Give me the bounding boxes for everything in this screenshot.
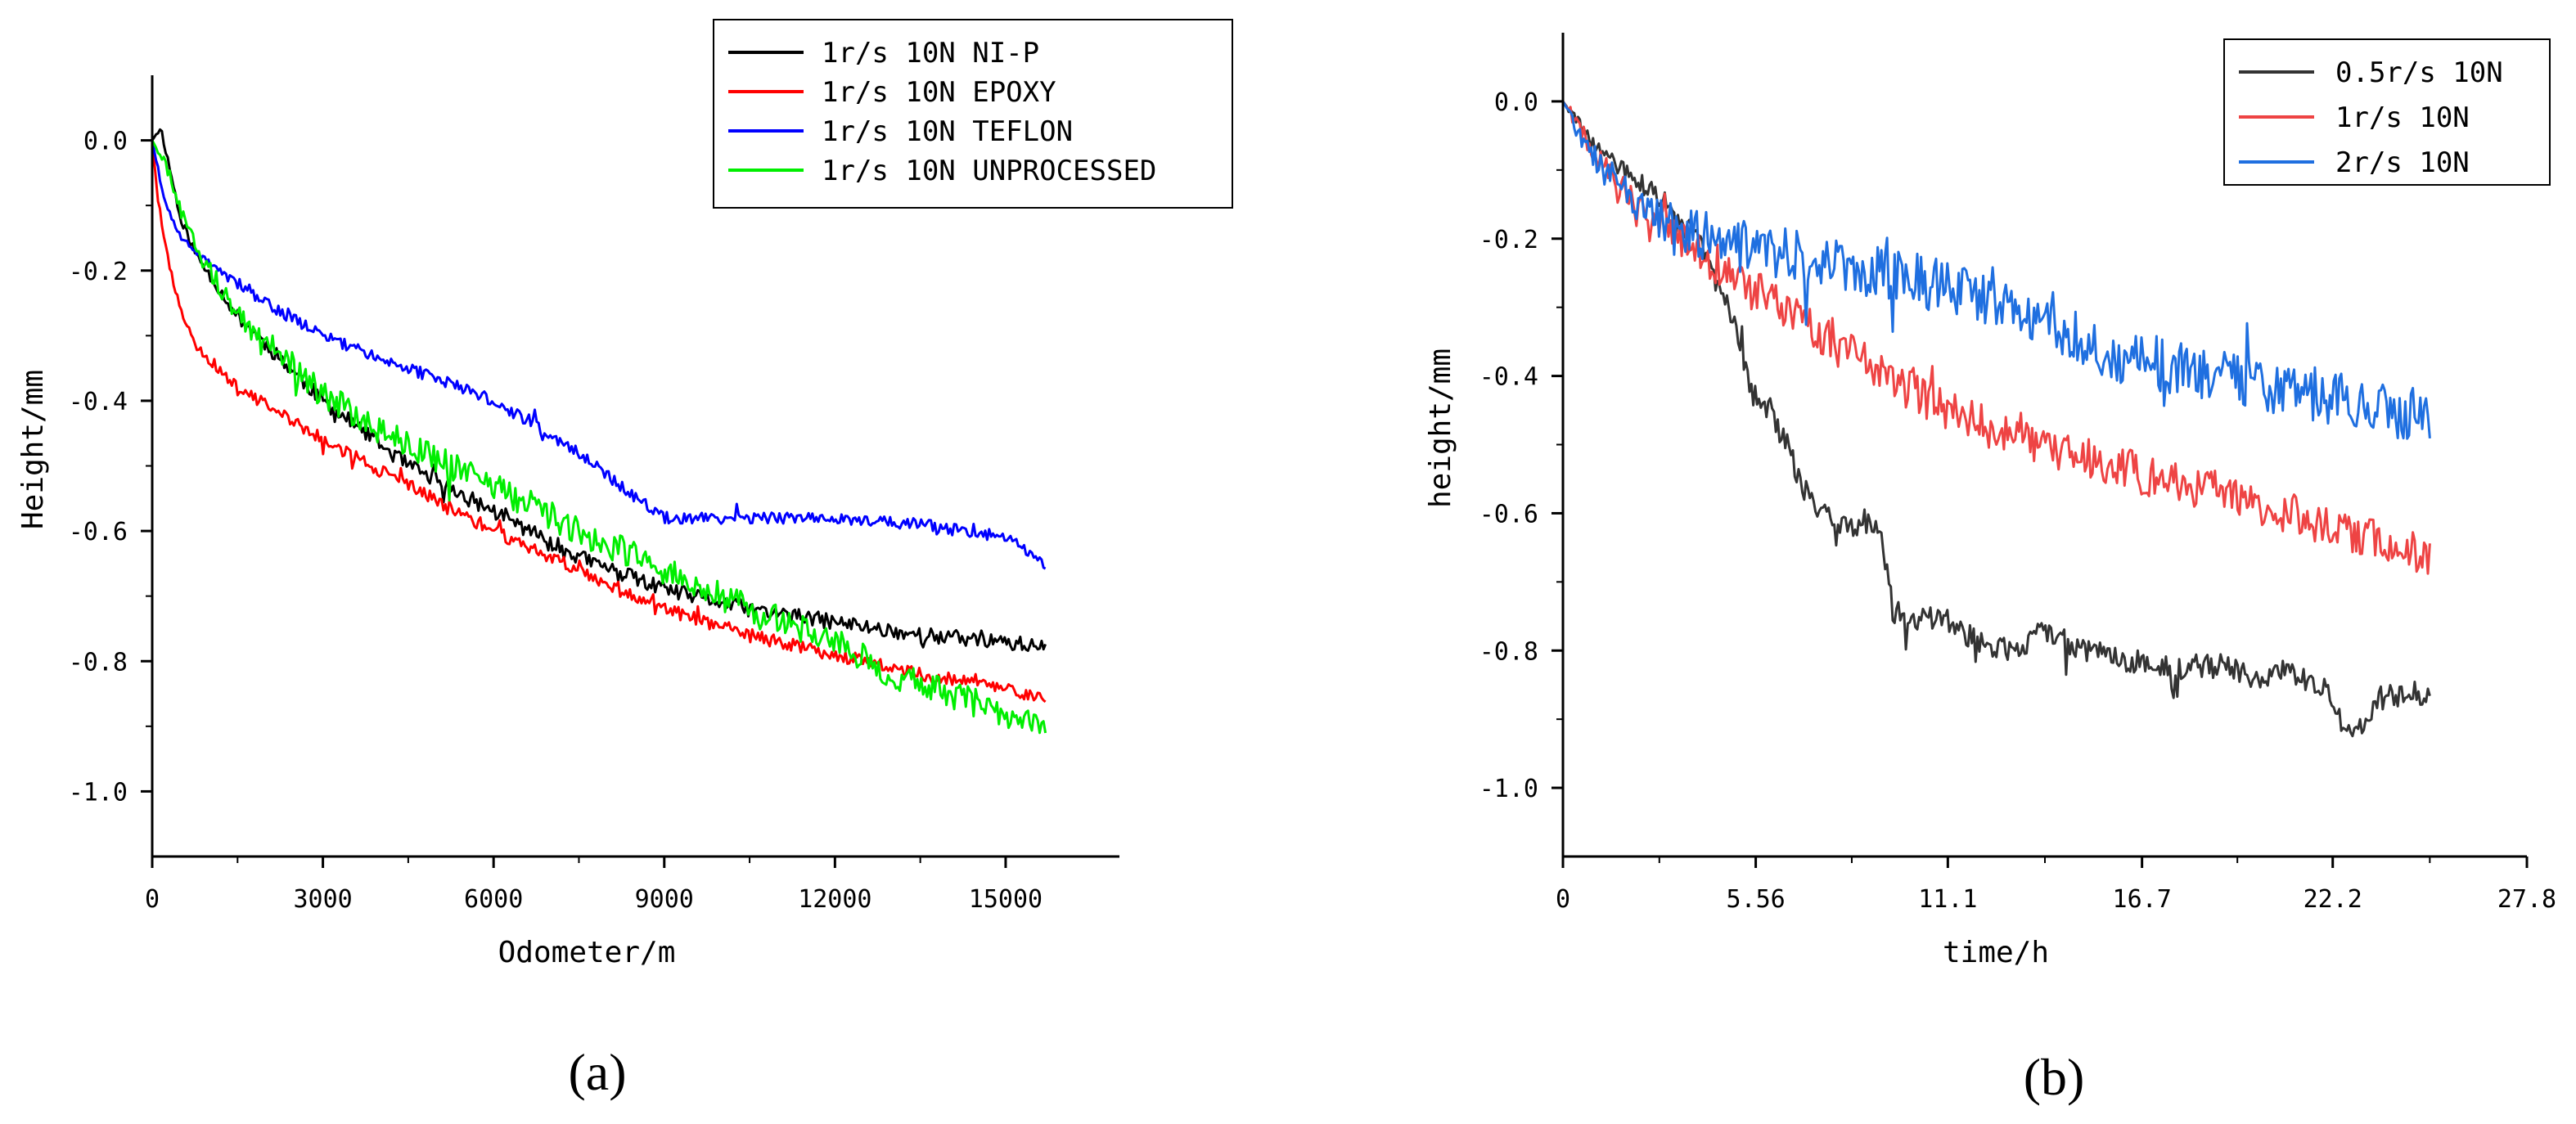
y-tick-label: -0.2 (69, 258, 128, 286)
legend-label-2: 1r/s 10N (2335, 101, 2470, 134)
chart-b: 0 5.56 11.1 16.7 22.2 27.8 -1.0 -0.8 -0.6 -0.4 -0.… (1424, 33, 2556, 1106)
legend: 0.5r/s 10N 1r/s 10N 2r/s 10N (2223, 38, 2551, 186)
series-line-3 (151, 140, 1047, 570)
x-tick-label: 0 (1556, 885, 1570, 914)
legend-label-3: 2r/s 10N (2335, 146, 2470, 179)
x-tick-label: 27.8 (2497, 885, 2556, 914)
y-axis-title: Height/mm (16, 370, 50, 529)
series-line-2 (151, 140, 1047, 704)
y-tick-label: -1.0 (1479, 775, 1538, 803)
y-tick-label: -0.6 (69, 518, 128, 546)
legend-label-3: 1r/s 10N TEFLON (822, 115, 1073, 148)
y-tick-label: -0.4 (1479, 363, 1538, 392)
panel-label: (b) (2024, 1048, 2085, 1106)
chart-a: 0 3000 6000 9000 12000 15000 -1.0 -0.8 -0.6 -0.4 -… (16, 19, 1233, 1101)
y-tick-label: -1.0 (69, 778, 128, 807)
panel-label: (a) (568, 1043, 626, 1101)
legend-label-4: 1r/s 10N UNPROCESSED (822, 155, 1156, 187)
y-tick-label: -0.6 (1479, 500, 1538, 528)
x-tick-label: 3000 (293, 885, 352, 914)
y-tick-label: 0.0 (83, 128, 128, 156)
x-axis-title: Odometer/m (498, 936, 676, 969)
series-line-4 (151, 139, 1047, 735)
x-tick-label: 0 (145, 885, 160, 914)
x-tick-label: 9000 (635, 885, 694, 914)
y-tick-label: -0.4 (69, 388, 128, 416)
x-tick-label: 6000 (464, 885, 523, 914)
x-tick-label: 5.56 (1726, 885, 1785, 914)
y-tick-label: 0.0 (1494, 88, 1538, 117)
x-tick-label: 16.7 (2113, 885, 2172, 914)
legend-label-2: 1r/s 10N EPOXY (822, 76, 1056, 109)
legend-label-1: 1r/s 10N NI-P (822, 37, 1039, 70)
x-tick-label: 22.2 (2304, 885, 2362, 914)
x-axis-title: time/h (1943, 936, 2049, 969)
series-line-1 (1561, 101, 2431, 738)
y-tick-label: -0.8 (1479, 637, 1538, 666)
y-tick-label: -0.2 (1479, 226, 1538, 254)
legend: 1r/s 10N NI-P 1r/s 10N EPOXY 1r/s 10N TEFL… (713, 19, 1233, 209)
series-line-3 (1561, 101, 2431, 440)
legend-label-1: 0.5r/s 10N (2335, 56, 2503, 89)
x-tick-label: 11.1 (1918, 885, 1977, 914)
y-axis-title: height/mm (1424, 348, 1457, 508)
x-tick-label: 15000 (969, 885, 1043, 914)
y-tick-label: -0.8 (69, 648, 128, 677)
x-tick-label: 12000 (798, 885, 871, 914)
series-line-2 (1561, 101, 2431, 575)
